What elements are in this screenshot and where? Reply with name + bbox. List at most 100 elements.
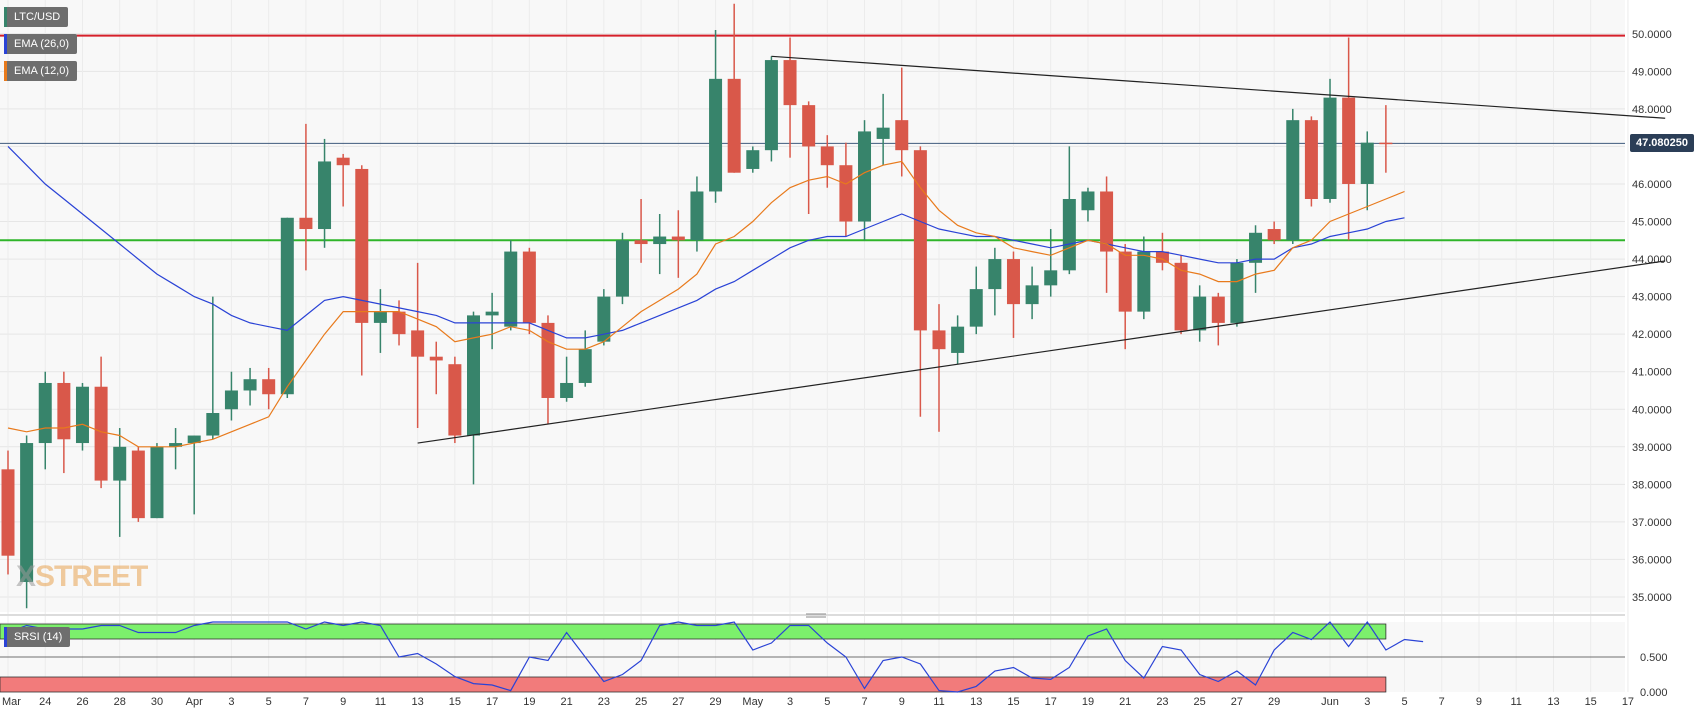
srsi-line: [7, 620, 1424, 693]
x-tick-label: 5: [1401, 696, 1407, 708]
candle-body: [1025, 285, 1039, 305]
legend-srsi[interactable]: SRSI (14): [4, 627, 71, 647]
legend-ema-slow[interactable]: EMA (26,0): [4, 34, 78, 54]
x-tick-label: 11: [933, 696, 944, 708]
candle-body: [560, 382, 574, 398]
candle-body: [262, 379, 276, 395]
srsi-overbought-band: [0, 623, 1387, 640]
y-axis: 35.0000 36.0000 37.0000 38.0000 39.0000 40.00…: [1632, 29, 1672, 699]
candle-body: [615, 240, 629, 297]
candle-body: [75, 386, 89, 444]
main-pane-background: [0, 0, 1625, 612]
x-tick-label: 17: [1622, 696, 1634, 708]
y-tick-label: 35.0000: [1632, 592, 1672, 604]
srsi-y-tick-label: 0.000: [1640, 687, 1668, 699]
candle-body: [746, 150, 760, 169]
x-tick-label: 27: [672, 696, 684, 708]
x-tick-label: May: [742, 696, 763, 708]
candle-body: [1155, 251, 1169, 263]
candle-body: [913, 150, 927, 331]
candle-body: [783, 60, 797, 106]
x-tick-label: 24: [39, 696, 51, 708]
x-tick-label: 27: [1231, 696, 1243, 708]
candle-body: [1379, 142, 1393, 145]
legend-ema-fast-label: EMA (12,0): [14, 65, 70, 77]
x-tick-label: Apr: [186, 696, 203, 708]
brand-watermark: XSTREET: [16, 560, 148, 594]
trendline: [417, 260, 1666, 444]
candle-body: [951, 326, 965, 353]
x-tick-label: 9: [340, 696, 346, 708]
candle-body: [38, 382, 52, 444]
legend-ema-slow-label: EMA (26,0): [14, 38, 70, 50]
current-price-tag: 47.080250: [1630, 134, 1694, 153]
x-tick-label: Jun: [1321, 696, 1339, 708]
x-tick-label: 7: [861, 696, 867, 708]
x-tick-label: 11: [1511, 696, 1522, 708]
candle-body: [1286, 120, 1300, 241]
srsi-y-tick-label: 0.500: [1640, 652, 1668, 664]
x-tick-label: 15: [1007, 696, 1019, 708]
pane-resize-handle[interactable]: [806, 613, 826, 618]
candle-body: [113, 446, 127, 481]
candle-body: [1, 469, 15, 556]
candle-body: [522, 251, 536, 323]
x-tick-label: 25: [1194, 696, 1206, 708]
y-tick-label: 43.0000: [1632, 292, 1672, 304]
x-tick-label: 25: [635, 696, 647, 708]
candle-body: [1118, 251, 1132, 312]
legend-ema-fast[interactable]: EMA (12,0): [4, 61, 78, 81]
candle-body: [1100, 191, 1114, 252]
candle-body: [802, 105, 816, 147]
trendlines: [417, 55, 1666, 444]
candle-body: [467, 315, 480, 436]
candle-body: [1193, 296, 1207, 331]
candle-body: [839, 165, 853, 222]
candle-body: [318, 161, 332, 230]
candle-body: [709, 78, 723, 192]
x-tick-label: 15: [449, 696, 461, 708]
x-tick-label: 17: [1045, 696, 1057, 708]
x-tick-label: 21: [1119, 696, 1131, 708]
candle-body: [485, 311, 499, 316]
candle-body: [243, 379, 257, 391]
y-tick-label: 42.0000: [1632, 329, 1672, 341]
y-tick-label: 46.0000: [1632, 179, 1672, 191]
y-tick-label: 39.0000: [1632, 442, 1672, 454]
y-tick-label: 36.0000: [1632, 554, 1672, 566]
candle-body: [895, 120, 909, 151]
candle-body: [1211, 296, 1225, 323]
candle-body: [1267, 229, 1281, 241]
candle-body: [764, 60, 778, 151]
candle-body: [131, 450, 145, 519]
x-tick-label: 30: [151, 696, 163, 708]
x-tick-label: 19: [523, 696, 535, 708]
srsi-series: [0, 620, 1625, 693]
x-tick-label: 19: [1082, 696, 1094, 708]
legend-srsi-swatch: [4, 627, 7, 647]
candle-body: [1137, 251, 1151, 312]
y-tick-label: 37.0000: [1632, 517, 1672, 529]
legend-symbol[interactable]: LTC/USD: [4, 7, 69, 27]
x-tick-label: 9: [1476, 696, 1482, 708]
candle-body: [206, 413, 220, 436]
grid: [0, 0, 1629, 692]
candle-body: [1249, 232, 1263, 263]
x-tick-label: 23: [1156, 696, 1168, 708]
y-tick-label: 49.0000: [1632, 66, 1672, 78]
x-tick-label: 3: [1364, 696, 1370, 708]
candle-body: [448, 364, 462, 436]
x-tick-label: 29: [1268, 696, 1280, 708]
legend-ema-slow-swatch: [4, 34, 7, 54]
candle-body: [988, 259, 1002, 290]
candle-body: [355, 168, 369, 323]
candle-body: [634, 240, 648, 245]
ema-slow-line: [7, 145, 1405, 339]
candle-body: [411, 330, 425, 357]
x-tick-label: 9: [899, 696, 905, 708]
x-tick-label: 5: [824, 696, 830, 708]
candle-body: [299, 217, 313, 230]
candle-body: [504, 251, 518, 327]
y-tick-label: 45.0000: [1632, 217, 1672, 229]
